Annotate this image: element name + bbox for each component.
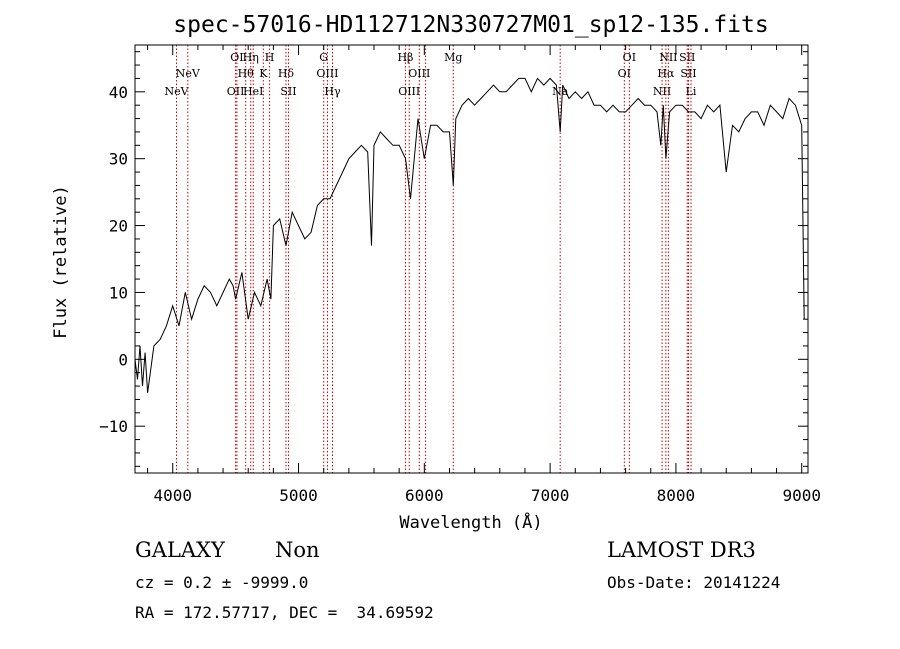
chart-title: spec-57016-HD112712N330727M01_sp12-135.f… <box>173 12 768 38</box>
y-tick-label: 30 <box>109 150 128 169</box>
spectral-line-label: K <box>259 67 268 80</box>
x-tick-label: 5000 <box>279 486 318 505</box>
coordinates-text: RA = 172.57717, DEC = 34.69592 <box>135 603 434 622</box>
spectrum-series-line <box>134 77 805 393</box>
spectral-line-label: H <box>265 51 275 64</box>
x-tick-label: 4000 <box>153 486 192 505</box>
spectral-line-label: OIII <box>316 67 338 80</box>
x-tick-label: 9000 <box>782 486 821 505</box>
y-tick-label: −10 <box>99 417 128 436</box>
spectral-line-label: Hη <box>243 51 259 64</box>
spectral-line-label: OIII <box>398 85 420 98</box>
y-tick-label: 0 <box>118 350 128 369</box>
x-tick-label: 7000 <box>531 486 570 505</box>
spectral-line-label: NeV <box>164 85 189 98</box>
spectral-line-label: NeV <box>176 67 201 80</box>
spectral-line-label: OII <box>227 85 245 98</box>
spectral-line-label: OI <box>623 51 636 64</box>
spectral-line-label: Hα <box>657 67 675 80</box>
spectral-line-label: G <box>319 51 328 64</box>
spectral-line-label: OI <box>230 51 243 64</box>
spectral-line-label: OIII <box>408 67 430 80</box>
obs-date: Obs-Date: 20141224 <box>607 573 781 592</box>
spectral-line-label: Li <box>686 85 697 98</box>
y-tick-label: 10 <box>109 283 128 302</box>
spectral-line-label: NII <box>653 85 671 98</box>
spectral-line-label: Hβ <box>397 51 413 64</box>
spectral-line-label: Hθ <box>238 67 255 80</box>
object-class: GALAXY <box>135 538 225 562</box>
y-axis-label: Flux (relative) <box>51 185 71 339</box>
survey-name: LAMOST DR3 <box>607 538 756 562</box>
y-tick-label: 20 <box>109 217 128 236</box>
spectral-line-label: SII <box>679 51 695 64</box>
x-tick-label: 6000 <box>405 486 444 505</box>
redshift-text: cz = 0.2 ± -9999.0 <box>135 573 309 592</box>
spectral-line-label: HeI <box>243 85 263 98</box>
spectral-line-label: NII <box>659 51 677 64</box>
spectral-line-label: SII <box>280 85 296 98</box>
plot-frame <box>134 44 809 474</box>
spectral-line-label: Hδ <box>278 67 295 80</box>
spectral-line-label: Mg <box>444 51 462 64</box>
object-subclass: Non <box>275 538 320 562</box>
spectral-line-label: Hγ <box>324 85 341 98</box>
spectral-line-label: OI <box>618 67 631 80</box>
spectral-line-label: SII <box>680 67 696 80</box>
y-tick-label: 40 <box>109 83 128 102</box>
x-tick-label: 8000 <box>657 486 696 505</box>
x-axis-label: Wavelength (Å) <box>399 511 542 533</box>
